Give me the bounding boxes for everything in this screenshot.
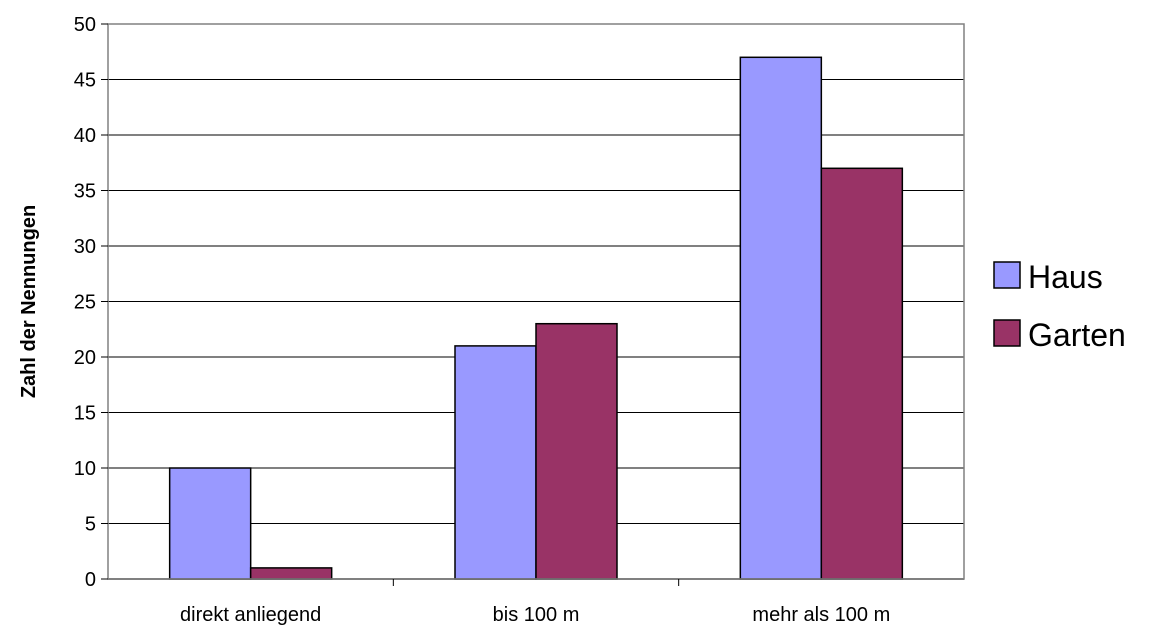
legend: Haus Garten bbox=[993, 259, 1126, 353]
legend-label-garten: Garten bbox=[1028, 317, 1126, 353]
y-tick-label: 15 bbox=[74, 403, 96, 425]
bar-garten-2 bbox=[535, 322, 618, 580]
legend-swatch-garten bbox=[993, 319, 1021, 347]
y-tick-label: 5 bbox=[85, 514, 96, 536]
y-tick-label: 40 bbox=[74, 125, 96, 147]
y-tick-label: 20 bbox=[74, 347, 96, 369]
y-tick-label: 50 bbox=[74, 14, 96, 36]
bar-haus-3 bbox=[739, 56, 823, 580]
bars bbox=[168, 56, 904, 580]
y-tick-label: 0 bbox=[85, 569, 96, 591]
y-tick-label: 10 bbox=[74, 458, 96, 480]
y-tick-label: 45 bbox=[74, 70, 96, 92]
x-category-label: direkt anliegend bbox=[180, 604, 321, 626]
x-category-label: mehr als 100 m bbox=[752, 604, 890, 626]
legend-label-haus: Haus bbox=[1028, 259, 1103, 295]
y-tick-label: 35 bbox=[74, 181, 96, 203]
x-axis-labels: direkt anliegend bis 100 m mehr als 100 m bbox=[180, 579, 890, 626]
legend-swatch-haus bbox=[993, 261, 1021, 289]
y-axis-ticks: 0 5 10 15 20 25 30 35 40 45 50 bbox=[74, 14, 108, 591]
y-tick-label: 30 bbox=[74, 236, 96, 258]
bar-haus-1 bbox=[168, 467, 252, 580]
bar-garten-3 bbox=[820, 167, 904, 580]
bar-haus-2 bbox=[454, 345, 537, 580]
x-category-label: bis 100 m bbox=[493, 604, 580, 626]
bar-garten-1 bbox=[249, 567, 333, 580]
y-axis-label: Zahl der Nennungen bbox=[18, 205, 40, 398]
y-tick-label: 25 bbox=[74, 292, 96, 314]
